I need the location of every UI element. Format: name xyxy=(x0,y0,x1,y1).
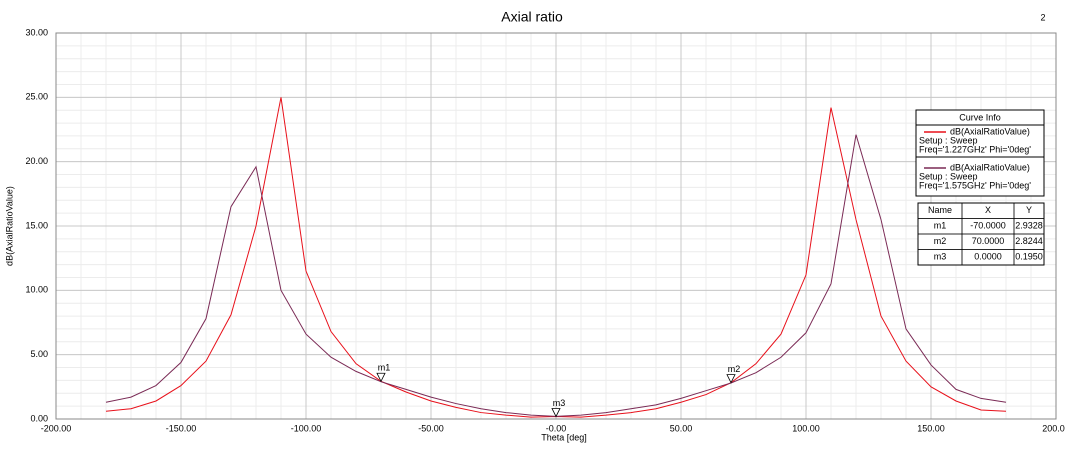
x-tick-label: 200.00 xyxy=(1042,423,1065,433)
x-tick-label: -50.00 xyxy=(418,423,444,433)
x-axis-label: Theta [deg] xyxy=(541,432,587,442)
y-tick-label: 20.00 xyxy=(25,156,48,166)
y-axis-label: dB(AxialRatioValue) xyxy=(4,186,14,266)
legend-label: dB(AxialRatioValue) xyxy=(950,162,1030,172)
marker-triangle xyxy=(551,408,561,418)
table-cell xyxy=(1013,249,1045,266)
table-value: 2.9328 xyxy=(1015,221,1043,231)
x-tick-label: -100.00 xyxy=(291,423,322,433)
table-value: 0.0000 xyxy=(974,252,1002,262)
chart-title: Axial ratio xyxy=(501,9,563,25)
legend-label: dB(AxialRatioValue) xyxy=(950,126,1030,136)
y-tick-label: 0.00 xyxy=(30,413,48,423)
table-value: 2.8244 xyxy=(1015,236,1043,246)
y-tick-label: 25.00 xyxy=(25,92,48,102)
x-tick-label: 150.00 xyxy=(917,423,945,433)
y-tick-label: 30.00 xyxy=(25,27,48,37)
marker-triangle xyxy=(376,372,386,383)
legend-title: Curve Info xyxy=(959,112,1001,122)
table-header: Name xyxy=(928,205,952,215)
legend-freq: Freq='1.575GHz' Phi='0deg' xyxy=(919,180,1031,190)
table-header: X xyxy=(985,205,991,215)
marker-label: m2 xyxy=(728,364,741,374)
corner-label: 2 xyxy=(1040,12,1045,22)
legend-setup: Setup : Sweep xyxy=(919,171,978,181)
y-tick-label: 10.00 xyxy=(25,285,48,295)
table-value: -70.0000 xyxy=(970,221,1006,231)
x-tick-label: -0.00 xyxy=(546,423,567,433)
table-value: 0.1950 xyxy=(1015,252,1043,262)
table-header: Y xyxy=(1026,205,1032,215)
x-tick-label: 50.00 xyxy=(670,423,693,433)
marker-label: m3 xyxy=(553,398,566,408)
marker-label: m1 xyxy=(378,363,391,373)
legend-box xyxy=(915,109,1045,197)
legend-freq: Freq='1.227GHz' Phi='0deg' xyxy=(919,144,1031,154)
plot-frame xyxy=(55,32,1057,420)
table-value: m1 xyxy=(934,221,947,231)
marker-triangle xyxy=(726,374,736,384)
x-tick-label: -200.00 xyxy=(41,423,72,433)
y-tick-label: 5.00 xyxy=(30,349,48,359)
y-tick-label: 15.00 xyxy=(25,220,48,230)
table-value: 70.0000 xyxy=(972,236,1005,246)
table-value: m2 xyxy=(934,236,947,246)
legend-setup: Setup : Sweep xyxy=(919,135,978,145)
x-tick-label: -150.00 xyxy=(166,423,197,433)
table-value: m3 xyxy=(934,252,947,262)
x-tick-label: 100.00 xyxy=(792,423,820,433)
